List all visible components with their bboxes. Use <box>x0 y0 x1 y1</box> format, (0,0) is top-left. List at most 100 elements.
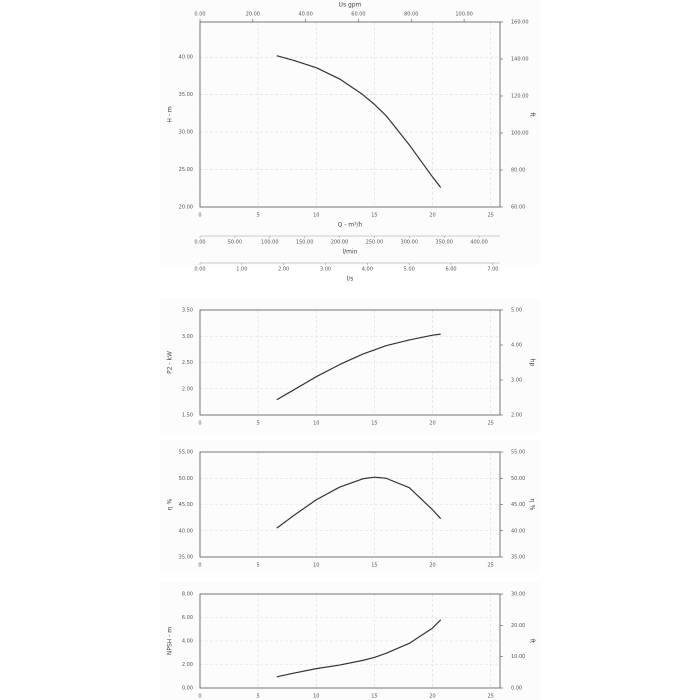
top-tick-label: 80.00 <box>404 12 418 18</box>
y2-tick-label: 3.00 <box>511 378 522 384</box>
curve <box>276 55 442 188</box>
x-tick-label: 5 <box>257 694 260 700</box>
y-tick-label: 50.00 <box>179 476 193 482</box>
extra-tick-label: 6.00 <box>445 267 456 273</box>
x-tick-label: 0 <box>198 563 201 569</box>
y2-tick-label: 30.00 <box>511 592 525 598</box>
y2-axis-title: hp <box>529 359 536 367</box>
y-tick-label: 2.50 <box>182 360 193 366</box>
y2-tick-label: 160.00 <box>511 20 529 26</box>
extra-axis-title: l/min <box>342 249 357 256</box>
x-tick-label: 25 <box>488 563 494 569</box>
panel-bg <box>160 298 540 433</box>
x-tick-label: 25 <box>488 421 494 427</box>
y-tick-label: 6.00 <box>182 615 193 621</box>
plot-frame <box>199 593 501 689</box>
y2-tick-label: 60.00 <box>511 205 525 211</box>
y2-tick-label: 120.00 <box>511 94 529 100</box>
x-tick-label: 20 <box>429 421 435 427</box>
extra-tick-label: 4.00 <box>362 267 373 273</box>
extra-tick-label: 0.00 <box>194 267 205 273</box>
x-axis-title: Q - m³/h <box>338 222 363 229</box>
top-tick-label: 0.00 <box>194 12 205 18</box>
x-tick-label: 0 <box>198 213 201 219</box>
extra-tick-label: 2.00 <box>278 267 289 273</box>
y-tick-label: 3.00 <box>182 334 193 340</box>
y2-tick-label: 100.00 <box>511 131 529 137</box>
y-tick-label: 1.50 <box>182 413 193 419</box>
extra-tick-label: 1.00 <box>236 267 247 273</box>
y2-tick-label: 4.00 <box>511 343 522 349</box>
extra-tick-label: 50.00 <box>228 240 242 246</box>
y-tick-label: 30.00 <box>179 130 193 136</box>
y-tick-label: 0.00 <box>182 686 193 692</box>
extra-tick-label: 150.00 <box>296 240 314 246</box>
y2-axis-title: ft <box>529 639 536 644</box>
y-tick-label: 20.00 <box>179 205 193 211</box>
y2-tick-label: 20.00 <box>511 623 525 629</box>
y2-tick-label: 40.00 <box>511 528 525 534</box>
y2-axis-title: η % <box>529 499 536 511</box>
top-tick-label: 60.00 <box>351 12 365 18</box>
x-tick-label: 15 <box>371 694 377 700</box>
y-tick-label: 8.00 <box>182 592 193 598</box>
x-tick-label: 25 <box>488 694 494 700</box>
y-axis-title: H - m <box>167 106 174 122</box>
x-tick-label: 15 <box>371 563 377 569</box>
plot-frame <box>199 21 501 208</box>
x-tick-label: 10 <box>313 694 319 700</box>
y-tick-label: 45.00 <box>179 502 193 508</box>
x-tick-label: 20 <box>429 563 435 569</box>
y2-tick-label: 35.00 <box>511 555 525 561</box>
y-axis-title: NPSH - m <box>167 627 174 655</box>
x-tick-label: 5 <box>257 563 260 569</box>
y2-axis-title: ft <box>529 112 536 117</box>
y2-tick-label: 2.00 <box>511 413 522 419</box>
y2-tick-label: 10.00 <box>511 654 525 660</box>
curve <box>276 476 442 529</box>
x-tick-label: 10 <box>313 563 319 569</box>
x-tick-label: 10 <box>313 213 319 219</box>
y-tick-label: 25.00 <box>179 167 193 173</box>
x-tick-label: 20 <box>429 213 435 219</box>
x-tick-label: 5 <box>257 213 260 219</box>
extra-axis-title: l/s <box>347 276 354 283</box>
y2-tick-label: 80.00 <box>511 168 525 174</box>
y-tick-label: 35.00 <box>179 555 193 561</box>
top-tick-label: 40.00 <box>298 12 312 18</box>
top-tick-label: 100.00 <box>455 12 473 18</box>
x-tick-label: 20 <box>429 694 435 700</box>
extra-tick-label: 5.00 <box>404 267 415 273</box>
x-tick-label: 0 <box>198 421 201 427</box>
extra-tick-label: 250.00 <box>366 240 384 246</box>
plot-frame <box>199 451 501 558</box>
x-tick-label: 5 <box>257 421 260 427</box>
y-tick-label: 3.50 <box>182 308 193 314</box>
y2-tick-label: 5.00 <box>511 308 522 314</box>
extra-tick-label: 7.00 <box>487 267 498 273</box>
y-tick-label: 4.00 <box>182 639 193 645</box>
y-axis-title: P2 - kW <box>167 351 174 374</box>
y-tick-label: 40.00 <box>179 55 193 61</box>
x-tick-label: 15 <box>371 421 377 427</box>
y2-tick-label: 50.00 <box>511 476 525 482</box>
extra-tick-label: 3.00 <box>320 267 331 273</box>
extra-tick-label: 400.00 <box>470 240 488 246</box>
y-tick-label: 2.00 <box>182 386 193 392</box>
y2-tick-label: 140.00 <box>511 57 529 63</box>
curve <box>276 333 441 401</box>
panel-bg <box>160 440 540 575</box>
top-axis-title: Us gpm <box>339 2 362 9</box>
extra-tick-label: 200.00 <box>331 240 349 246</box>
x-tick-label: 0 <box>198 694 201 700</box>
panel-bg <box>160 0 540 265</box>
y2-tick-label: 0.00 <box>511 686 522 692</box>
x-tick-label: 25 <box>488 213 494 219</box>
y2-tick-label: 45.00 <box>511 502 525 508</box>
x-tick-label: 10 <box>313 421 319 427</box>
y-tick-label: 35.00 <box>179 92 193 98</box>
extra-tick-label: 350.00 <box>435 240 453 246</box>
top-tick-label: 20.00 <box>246 12 260 18</box>
extra-tick-label: 0.00 <box>194 240 205 246</box>
